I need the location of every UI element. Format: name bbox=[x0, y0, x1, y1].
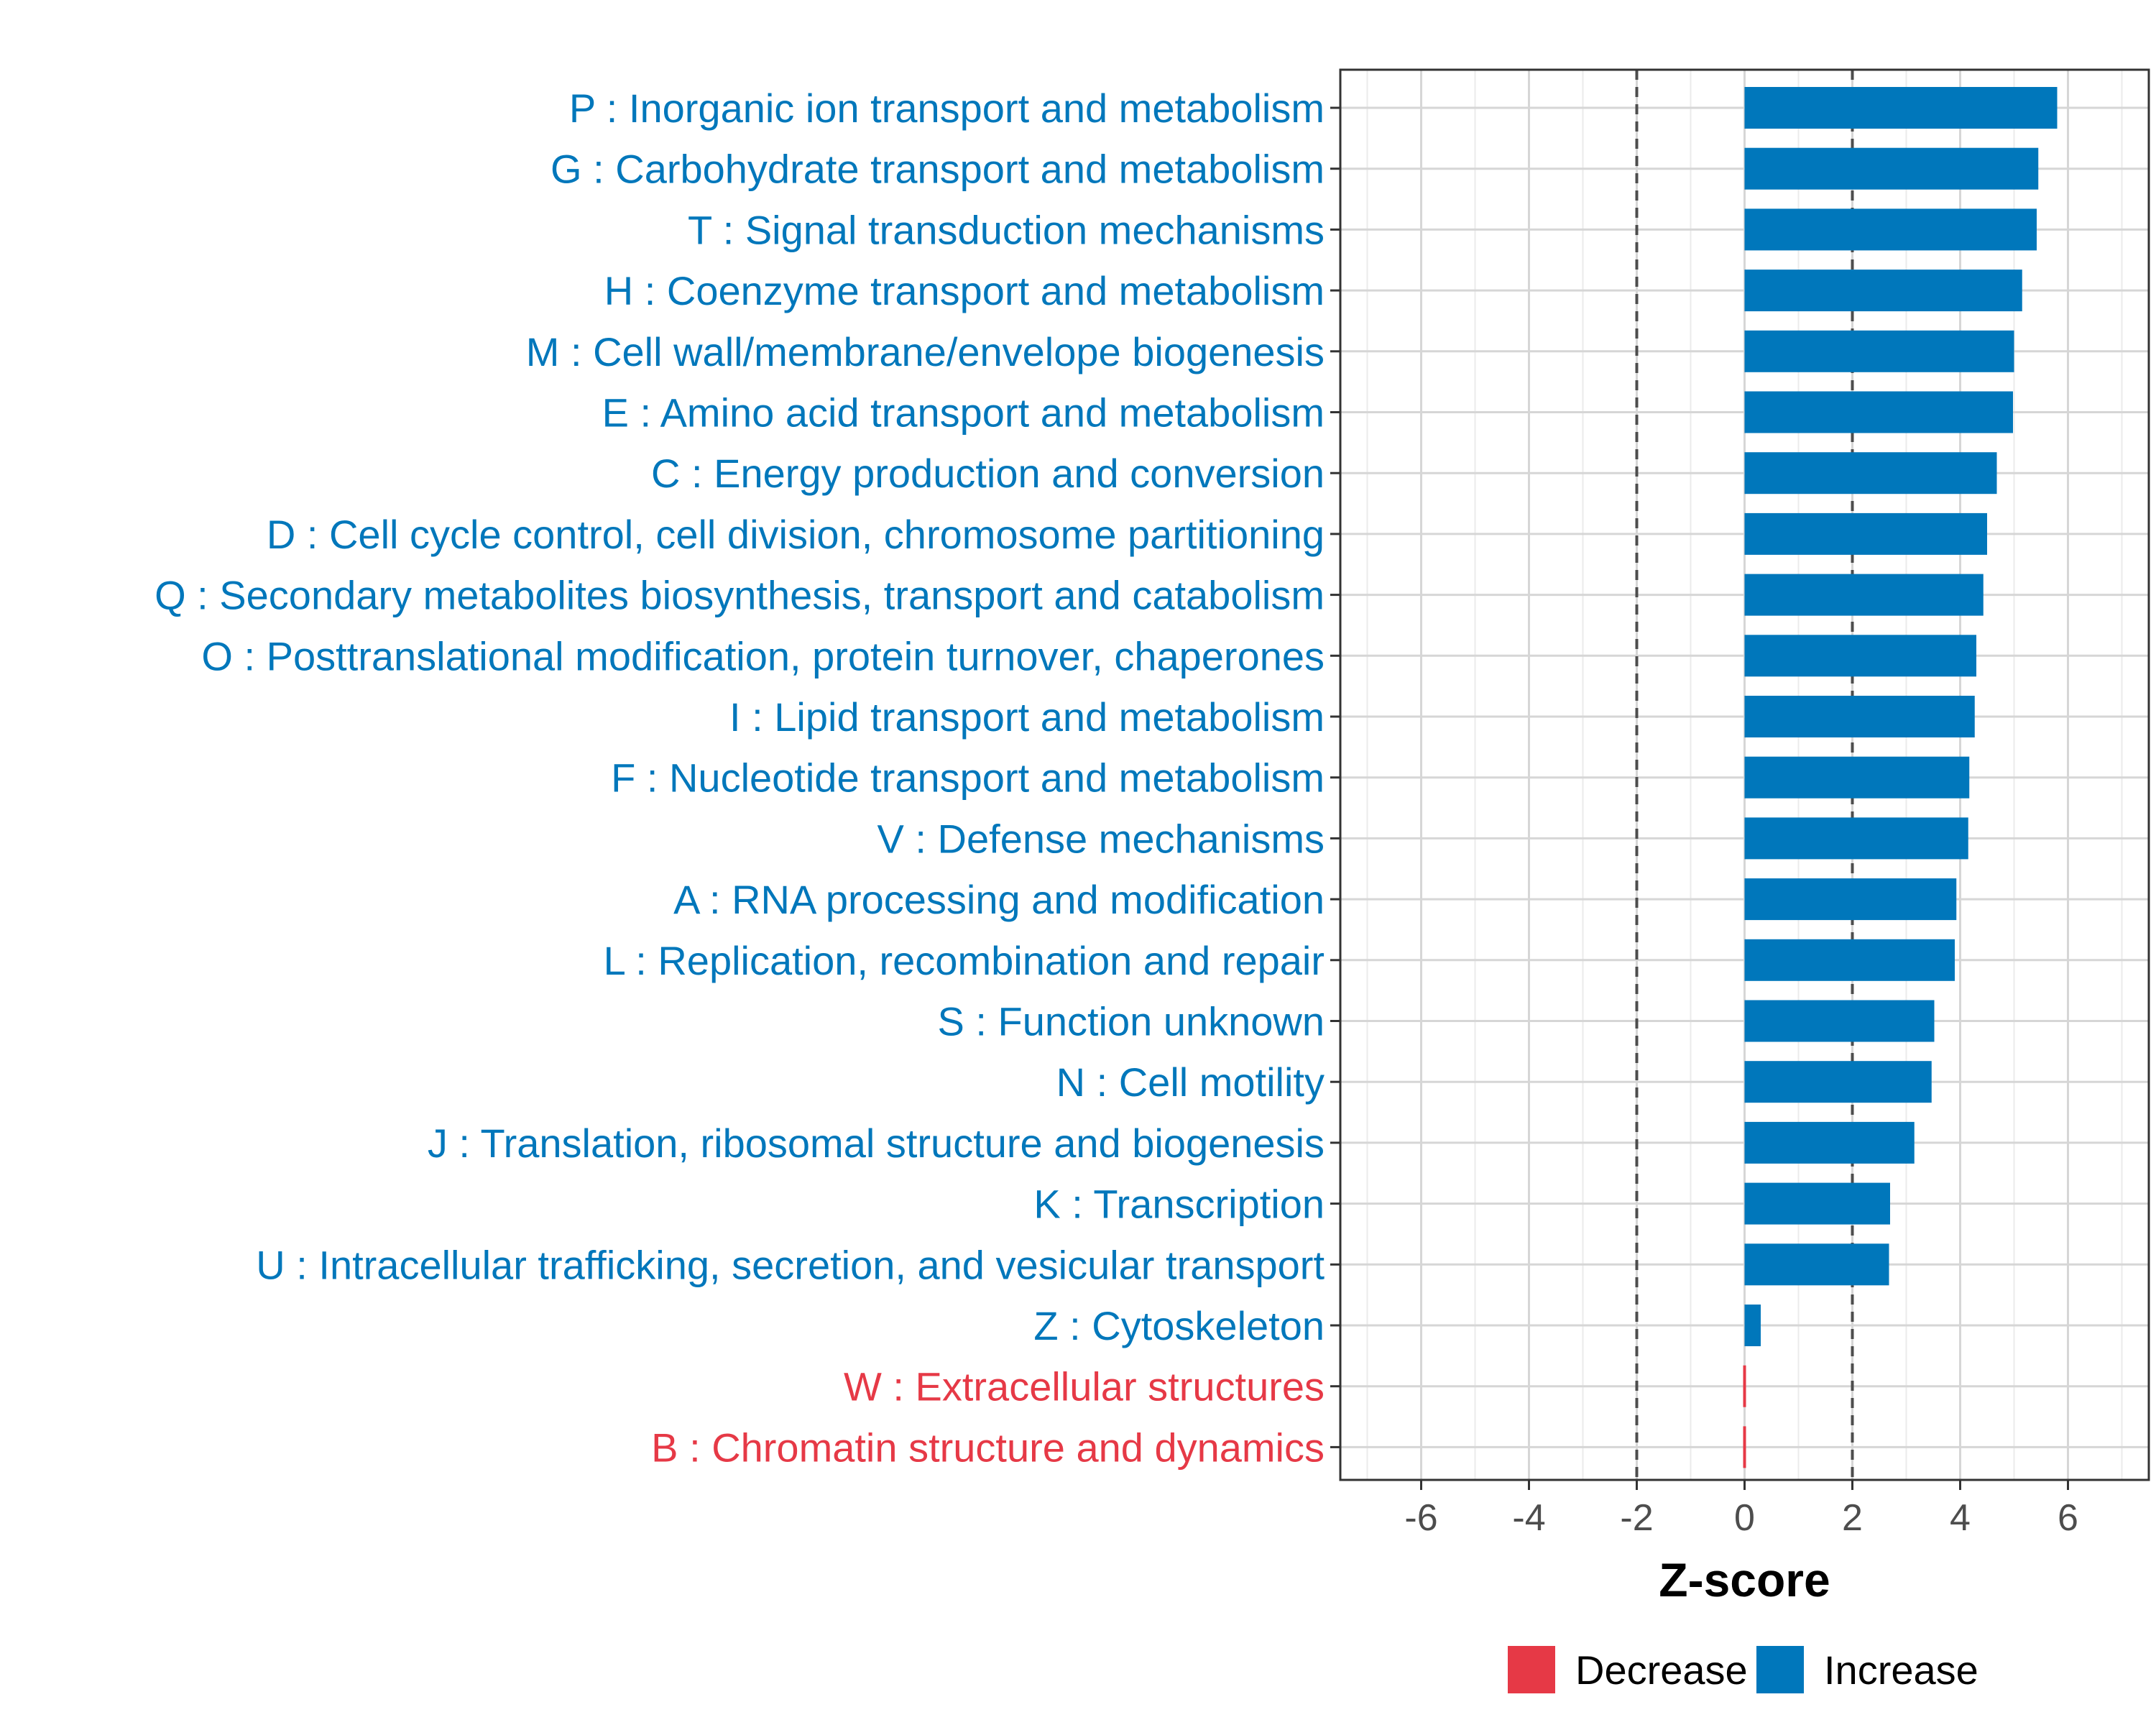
category-label: U : Intracellular trafficking, secretion… bbox=[256, 1242, 1325, 1287]
bars bbox=[1743, 87, 2058, 1468]
category-label: M : Cell wall/membrane/envelope biogenes… bbox=[526, 329, 1325, 374]
category-label: D : Cell cycle control, cell division, c… bbox=[267, 512, 1325, 557]
bar bbox=[1744, 208, 2037, 251]
x-tick-label: -6 bbox=[1404, 1497, 1437, 1539]
category-label: L : Replication, recombination and repai… bbox=[604, 938, 1325, 983]
bar bbox=[1744, 1182, 1890, 1225]
category-label: K : Transcription bbox=[1033, 1182, 1325, 1227]
y-axis-ticks bbox=[1330, 106, 1340, 1448]
x-tick-label: 6 bbox=[2058, 1497, 2078, 1539]
bar bbox=[1744, 87, 2058, 129]
bar bbox=[1744, 1061, 1932, 1103]
x-tick-label: 0 bbox=[1734, 1497, 1755, 1539]
category-label: Q : Secondary metabolites biosynthesis, … bbox=[155, 573, 1325, 618]
x-axis-title: Z-score bbox=[1659, 1553, 1830, 1606]
bar bbox=[1744, 756, 1970, 799]
category-label: S : Function unknown bbox=[937, 999, 1325, 1044]
x-tick-label: 4 bbox=[1950, 1497, 1971, 1539]
category-label: F : Nucleotide transport and metabolism bbox=[611, 755, 1325, 801]
bar bbox=[1744, 452, 1997, 494]
x-tick-label: 2 bbox=[1842, 1497, 1863, 1539]
category-label: J : Translation, ribosomal structure and… bbox=[428, 1121, 1325, 1166]
bar bbox=[1744, 1305, 1761, 1346]
legend-swatch bbox=[1756, 1646, 1804, 1693]
category-label: O : Posttranslational modification, prot… bbox=[201, 633, 1325, 678]
legend: Decrease Increase bbox=[1508, 1646, 1978, 1693]
category-label: Z : Cytoskeleton bbox=[1033, 1303, 1325, 1348]
bar bbox=[1744, 391, 2013, 433]
legend-label: Increase bbox=[1824, 1647, 1978, 1693]
bar bbox=[1744, 878, 1957, 921]
bar bbox=[1744, 574, 1984, 616]
category-label: G : Carbohydrate transport and metabolis… bbox=[550, 147, 1325, 192]
x-tick-label: -2 bbox=[1620, 1497, 1653, 1539]
category-label: I : Lipid transport and metabolism bbox=[729, 694, 1325, 740]
bar bbox=[1744, 1243, 1889, 1286]
legend-swatch bbox=[1508, 1646, 1555, 1693]
bar bbox=[1744, 939, 1955, 981]
bar bbox=[1744, 1000, 1935, 1042]
category-label: H : Coenzyme transport and metabolism bbox=[604, 268, 1325, 313]
category-label: W : Extracellular structures bbox=[844, 1364, 1325, 1409]
category-label: A : RNA processing and modification bbox=[673, 877, 1325, 922]
x-axis-labels: -6 -4 -2 0 2 4 6 bbox=[1404, 1497, 2078, 1539]
bar bbox=[1744, 635, 1976, 677]
bar bbox=[1744, 1121, 1915, 1164]
category-label: E : Amino acid transport and metabolism bbox=[602, 390, 1325, 436]
x-axis-ticks bbox=[1420, 1480, 2069, 1490]
category-label: P : Inorganic ion transport and metaboli… bbox=[569, 86, 1325, 131]
category-label: T : Signal transduction mechanisms bbox=[688, 207, 1325, 252]
bar bbox=[1744, 512, 1987, 555]
category-label: C : Energy production and conversion bbox=[651, 451, 1325, 496]
category-label: V : Defense mechanisms bbox=[877, 816, 1325, 861]
x-tick-label: -4 bbox=[1512, 1497, 1545, 1539]
category-label: B : Chromatin structure and dynamics bbox=[651, 1425, 1325, 1470]
y-axis-labels: P : Inorganic ion transport and metaboli… bbox=[155, 86, 1325, 1470]
legend-label: Decrease bbox=[1575, 1647, 1748, 1693]
bar bbox=[1744, 270, 2022, 312]
bar bbox=[1744, 147, 2039, 190]
bar bbox=[1743, 1426, 1746, 1468]
bar bbox=[1743, 1365, 1746, 1407]
category-label: N : Cell motility bbox=[1056, 1059, 1325, 1105]
bar bbox=[1744, 696, 1975, 737]
bar bbox=[1744, 330, 2014, 372]
bar bbox=[1744, 817, 1968, 860]
